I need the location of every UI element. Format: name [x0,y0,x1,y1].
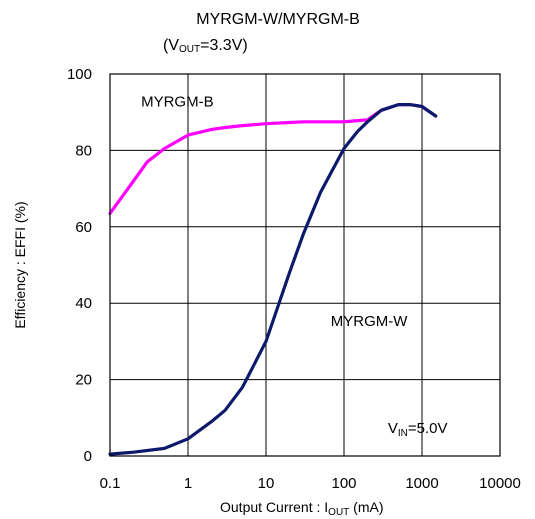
y-tick-label: 20 [75,372,92,389]
chart-subtitle: (VOUT=3.3V) [163,37,248,55]
annotation-vin: VIN=5.0V [388,420,448,439]
x-axis-label-suffix: (mA) [349,499,383,515]
vin-suffix: =5.0V [408,420,448,437]
subtitle-prefix: (V [163,37,179,54]
series-line-myrgm-w [108,103,438,456]
x-tick-label: 100 [331,475,356,492]
subtitle-subscript: OUT [179,44,200,55]
x-tick-labels: 0.1 1 10 100 1000 10000 [100,475,521,492]
x-axis-label: Output Current : IOUT (mA) [220,499,384,518]
x-tick-label: 10000 [479,475,521,492]
grid-lines [110,74,500,456]
x-tick-label: 1000 [405,475,438,492]
plot-frame [109,73,501,457]
x-tick-label: 10 [258,475,275,492]
x-axis-label-prefix: Output Current : I [220,499,328,515]
x-tick-label: 0.1 [100,475,121,492]
series-line-myrgm-b [108,103,438,215]
y-tick-label: 40 [75,295,92,312]
annotation-myrgm-w: MYRGM-W [331,313,408,330]
vin-subscript: IN [398,428,408,439]
chart-title: MYRGM-W/MYRGM-B [196,11,360,28]
x-tick-label: 1 [184,475,192,492]
y-tick-label: 80 [75,142,92,159]
y-tick-label: 0 [84,448,92,465]
vin-prefix: V [388,420,398,437]
y-tick-label: 100 [67,66,92,83]
x-axis-label-subscript: OUT [328,507,349,518]
y-tick-label: 60 [75,219,92,236]
y-tick-labels: 0 20 40 60 80 100 [67,66,92,465]
y-axis-label: Efficiency : EFFI (%) [12,201,28,328]
annotation-myrgm-b: MYRGM-B [141,93,214,110]
series-layer [108,103,438,456]
subtitle-suffix: =3.3V) [200,37,248,54]
